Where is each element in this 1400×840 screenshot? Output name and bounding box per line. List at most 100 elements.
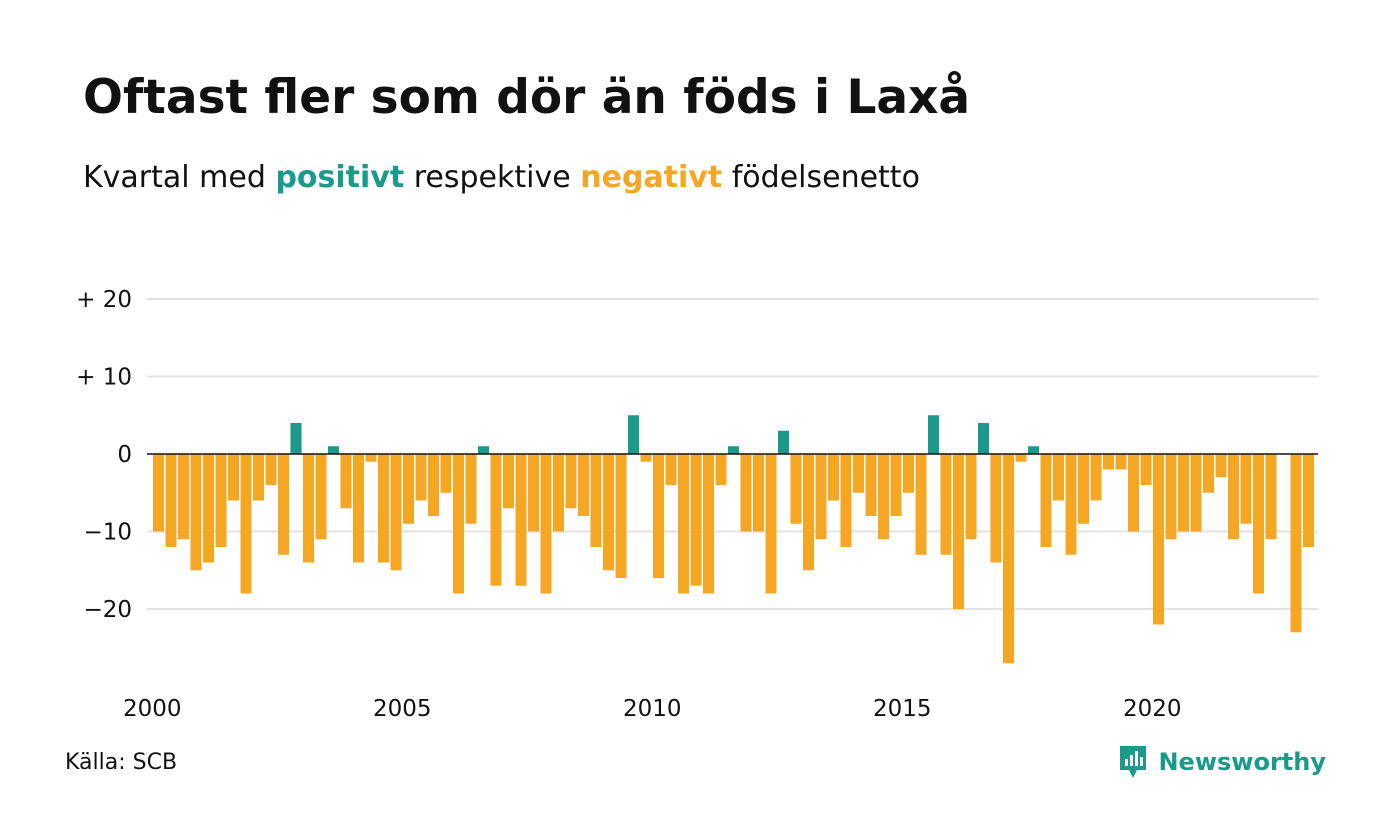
bar	[1065, 454, 1077, 555]
bar	[828, 454, 839, 501]
bar	[278, 454, 289, 555]
x-tick-label: 2010	[623, 696, 682, 722]
gridlines	[147, 298, 1318, 610]
y-tick-label: + 20	[76, 287, 132, 313]
bar	[365, 454, 377, 462]
brand-name: Newsworthy	[1158, 748, 1326, 776]
bar	[815, 454, 827, 540]
bar	[340, 454, 352, 509]
bar	[578, 454, 589, 516]
bar	[353, 454, 364, 563]
bar	[853, 454, 864, 493]
bar	[1128, 454, 1139, 532]
bar	[440, 454, 452, 493]
bar	[890, 454, 902, 516]
bar	[165, 454, 177, 547]
bar	[615, 454, 627, 578]
bar	[515, 454, 527, 586]
bar	[390, 454, 402, 571]
bars	[153, 415, 1314, 664]
bar	[315, 454, 327, 540]
bar	[915, 454, 927, 555]
bar	[653, 454, 664, 578]
bar	[603, 454, 614, 571]
y-tick-label: + 10	[76, 365, 132, 391]
bar	[465, 454, 477, 524]
bar	[1290, 454, 1302, 633]
bar	[403, 454, 414, 524]
bar	[715, 454, 727, 485]
bar	[628, 415, 639, 454]
bar	[178, 454, 189, 540]
bar	[228, 454, 239, 501]
bar	[378, 454, 389, 563]
bar	[778, 430, 789, 454]
bar	[1090, 454, 1102, 501]
bar	[253, 454, 264, 501]
bar	[590, 454, 602, 547]
bar	[540, 454, 552, 594]
chart-subtitle: Kvartal med positivt respektive negativt…	[83, 160, 920, 195]
bar	[1240, 454, 1252, 524]
bar	[903, 454, 914, 493]
bar	[1103, 454, 1114, 470]
bar	[740, 454, 752, 532]
bar	[1203, 454, 1214, 493]
bar	[503, 454, 514, 509]
bar	[240, 454, 252, 594]
bar	[703, 454, 714, 594]
bar	[940, 454, 952, 555]
bar	[1053, 454, 1064, 501]
bar	[665, 454, 677, 485]
bar	[1140, 454, 1152, 485]
bar	[678, 454, 689, 594]
bar	[1078, 454, 1089, 524]
bar	[265, 454, 277, 485]
bar	[153, 454, 164, 532]
y-tick-label: −10	[83, 520, 132, 546]
bar	[1115, 454, 1127, 470]
bar	[790, 454, 802, 524]
bar	[765, 454, 777, 594]
bar	[978, 423, 989, 454]
y-tick-label: 0	[117, 442, 132, 468]
bar	[840, 454, 852, 547]
bar	[1153, 454, 1164, 625]
x-tick-label: 2000	[123, 696, 182, 722]
bar	[428, 454, 439, 516]
x-tick-label: 2020	[1123, 696, 1182, 722]
x-tick-label: 2005	[373, 696, 432, 722]
bar	[878, 454, 889, 540]
bar	[453, 454, 464, 594]
legend-positive-label: positivt	[275, 160, 405, 195]
bar	[928, 415, 939, 454]
y-tick-label: −20	[83, 597, 132, 623]
bar	[753, 454, 764, 532]
bar	[490, 454, 502, 586]
bar	[1028, 446, 1039, 454]
legend-negative-label: negativt	[580, 160, 723, 195]
bar	[640, 454, 652, 462]
bar	[415, 454, 427, 501]
bar	[528, 454, 539, 532]
bar	[215, 454, 227, 547]
bar	[1178, 454, 1189, 532]
bar	[690, 454, 702, 586]
x-tick-label: 2015	[873, 696, 932, 722]
bar	[865, 454, 877, 516]
bar	[1190, 454, 1202, 532]
bar	[1228, 454, 1239, 540]
bar	[203, 454, 214, 563]
bar	[1003, 454, 1014, 664]
bar	[1215, 454, 1227, 478]
axes: −20 −10 0 + 10 + 20 2000 2005 2010 2015 2020	[76, 287, 1318, 722]
bar	[328, 446, 339, 454]
chart-title: Oftast fler som dör än föds i Laxå	[83, 70, 971, 125]
newsworthy-logo-icon	[1120, 746, 1147, 778]
bar	[1303, 454, 1314, 547]
subtitle-middle: respektive	[413, 160, 571, 195]
bar	[728, 446, 739, 454]
bar	[1165, 454, 1177, 540]
bar	[553, 454, 564, 532]
